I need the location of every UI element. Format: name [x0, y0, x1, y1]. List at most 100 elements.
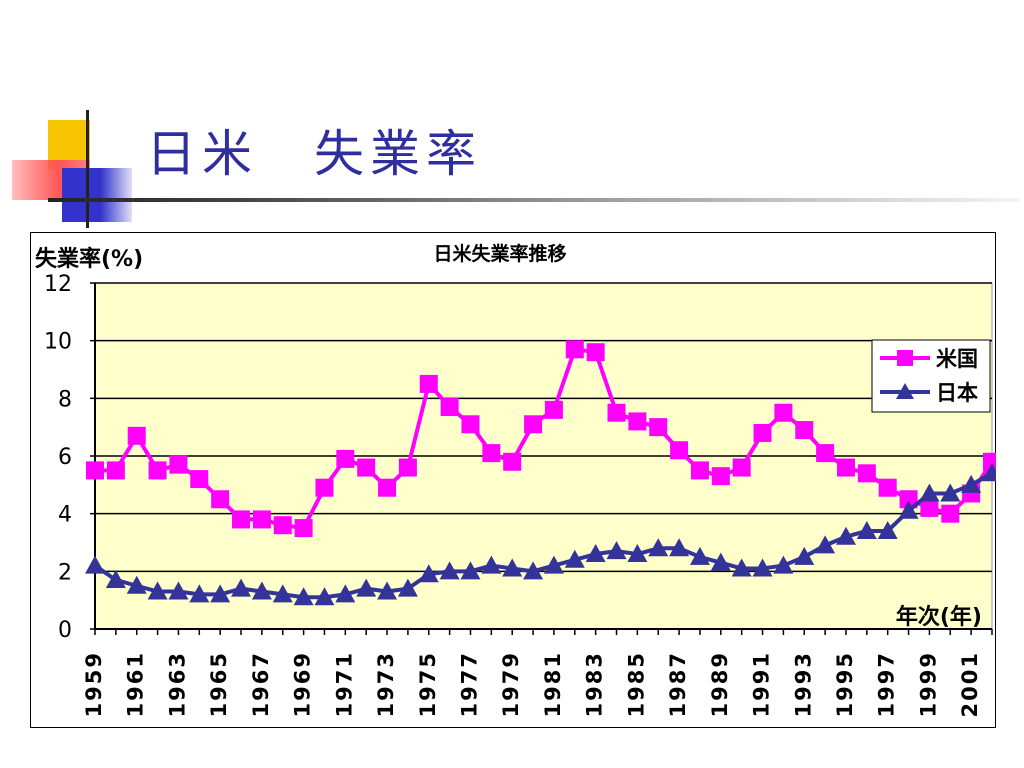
y-tick-label: 10 [44, 330, 72, 355]
data-point-japan [710, 552, 731, 571]
data-point-japan [481, 555, 502, 574]
data-point-usa [86, 461, 104, 480]
data-point-japan [627, 544, 648, 563]
data-point-usa [816, 444, 835, 463]
legend-label: 米国 [936, 347, 978, 371]
data-point-usa [649, 418, 668, 437]
data-point-usa [211, 490, 230, 509]
data-point-japan [856, 520, 877, 539]
x-tick-label: 1963 [165, 651, 189, 717]
data-point-usa [732, 458, 751, 477]
decor-blue-square [62, 168, 132, 222]
data-point-japan [606, 541, 627, 560]
data-point-usa [503, 452, 522, 471]
data-point-japan [126, 575, 147, 594]
data-point-japan [585, 544, 606, 563]
data-point-usa [690, 461, 709, 480]
data-point-usa [857, 464, 876, 483]
x-tick-label: 1987 [666, 651, 690, 717]
data-point-usa [294, 519, 313, 538]
data-point-japan [648, 538, 669, 557]
data-point-japan [669, 538, 690, 557]
x-tick-label: 1965 [207, 651, 231, 717]
data-point-usa [565, 340, 584, 359]
title-underline [48, 198, 1020, 202]
data-point-usa [419, 374, 438, 393]
data-point-usa [774, 403, 793, 422]
legend-marker-square [897, 350, 913, 366]
data-point-usa [106, 461, 125, 480]
data-point-japan [919, 483, 940, 502]
data-point-usa [711, 467, 730, 486]
data-point-usa [670, 441, 689, 460]
chart-title: 日米失業率推移 [433, 242, 566, 265]
unemployment-line-chart: 0 2 4 6 8 10 12 1959 1961 1963 1965 1967 1969 1971 197… [35, 242, 996, 717]
data-point-japan [335, 584, 356, 603]
data-point-japan [293, 587, 314, 606]
y-tick-label: 4 [58, 503, 72, 528]
data-point-japan [460, 561, 481, 580]
data-point-japan [356, 578, 377, 597]
data-point-japan [189, 584, 210, 603]
decor-vertical-line [86, 110, 89, 228]
data-point-japan [543, 555, 564, 574]
data-point-usa [628, 412, 647, 431]
data-point-japan [418, 564, 439, 583]
x-tick-label: 1997 [875, 651, 899, 717]
data-point-japan [397, 578, 418, 597]
data-point-usa [190, 470, 209, 489]
data-point-japan [773, 555, 794, 574]
data-point-usa [607, 403, 626, 422]
y-tick-label: 2 [58, 560, 72, 585]
data-point-usa [232, 510, 251, 529]
data-point-japan [377, 581, 398, 600]
data-point-usa [148, 461, 167, 480]
data-point-japan [147, 581, 168, 600]
data-point-japan [752, 558, 773, 577]
x-axis-label: 年次(年) [896, 604, 982, 630]
data-point-japan [231, 578, 252, 597]
data-point-japan [982, 463, 996, 482]
y-tick-label: 8 [58, 387, 72, 412]
data-point-usa [544, 400, 563, 419]
x-tick-label: 1981 [541, 651, 565, 717]
x-tick-label: 1977 [457, 651, 481, 717]
x-tick-label: 1985 [624, 651, 648, 717]
data-point-japan [502, 558, 523, 577]
data-point-usa [169, 455, 188, 474]
y-axis-label: 失業率(%) [35, 246, 143, 272]
data-point-usa [127, 426, 146, 445]
data-point-japan [794, 546, 815, 565]
data-point-usa [440, 397, 459, 416]
x-tick-label: 1989 [708, 651, 732, 717]
data-point-japan [314, 587, 335, 606]
data-point-japan [85, 555, 105, 574]
data-point-japan [877, 520, 898, 539]
data-point-usa [315, 478, 334, 497]
x-tick-label: 1975 [416, 651, 440, 717]
y-tick-label: 0 [58, 618, 72, 643]
data-point-japan [815, 535, 836, 554]
data-point-japan [835, 526, 856, 545]
data-point-usa [378, 478, 397, 497]
data-point-usa [273, 516, 292, 535]
legend-label: 日本 [936, 381, 978, 405]
data-point-usa [336, 449, 355, 468]
data-point-japan [961, 474, 982, 493]
data-point-usa [252, 510, 271, 529]
data-point-usa [586, 343, 605, 362]
data-point-japan [523, 561, 544, 580]
x-tick-label: 1961 [124, 651, 148, 717]
data-point-usa [524, 415, 543, 434]
x-tick-label: 1959 [82, 651, 106, 717]
x-tick-label: 1967 [249, 651, 273, 717]
data-point-japan [168, 581, 189, 600]
legend-box [871, 339, 991, 413]
data-point-usa [899, 490, 918, 509]
y-tick-label: 6 [58, 445, 72, 470]
x-tick-label: 1999 [916, 651, 940, 717]
x-tick-label: 1973 [374, 651, 398, 717]
x-tick-label: 1991 [750, 651, 774, 717]
data-point-japan [272, 584, 293, 603]
data-point-japan [898, 500, 919, 519]
